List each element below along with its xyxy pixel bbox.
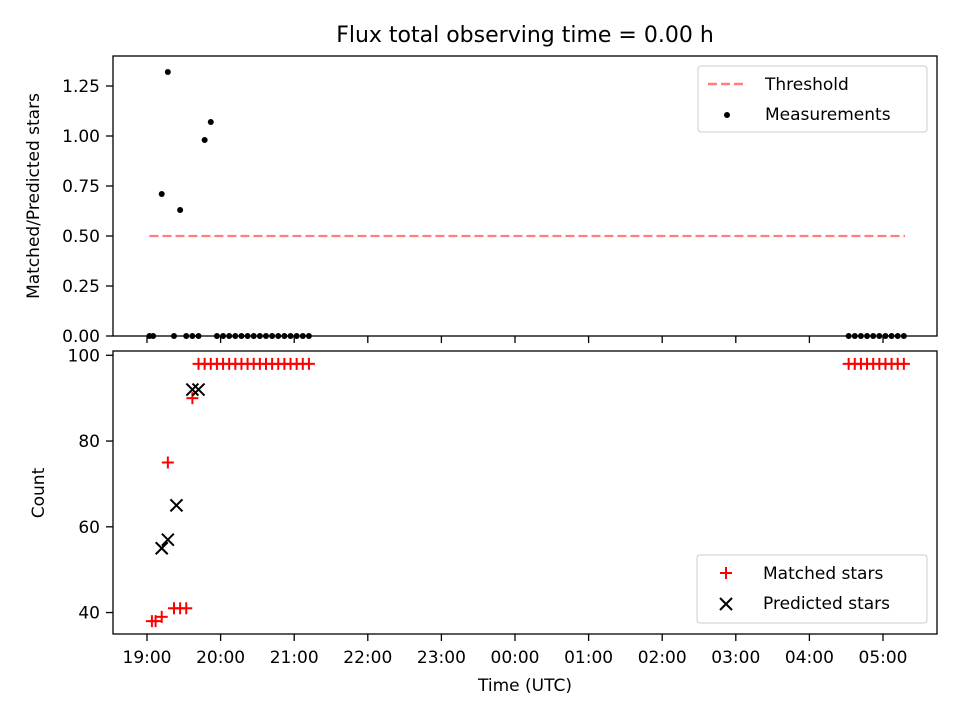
bottom-panel-frame (112, 350, 938, 635)
top-ylabel: Matched/Predicted stars (24, 93, 44, 299)
bottom-xtick-label: 19:00 (123, 648, 172, 668)
predicted-star-point (185, 382, 200, 397)
figure-title: Flux total observing time = 0.00 h (336, 23, 714, 48)
bottom-xtick-label: 04:00 (785, 648, 834, 668)
predicted-legend-swatch (719, 597, 733, 611)
top-ytick-label: 0.50 (62, 227, 100, 247)
measurement-point (158, 191, 165, 197)
matched-star-point (155, 610, 168, 623)
measurement-point (201, 137, 208, 143)
measurements-legend-label: Measurements (765, 105, 891, 125)
matched-star-point (149, 615, 162, 628)
bottom-xtick-label: 00:00 (491, 648, 540, 668)
matched-star-point (897, 357, 910, 370)
matched-star-point (186, 392, 199, 405)
bottom-xtick-label: 02:00 (638, 648, 687, 668)
measurement-point (164, 69, 171, 75)
bottom-legend: Matched stars Predicted stars (696, 554, 928, 624)
matched-star-point (180, 602, 193, 615)
top-legend-box (697, 65, 928, 133)
bottom-ytick-label: 80 (78, 432, 100, 452)
measurement-point (207, 119, 214, 125)
top-panel: 0.00 0.25 0.50 0.75 1.00 1.25 Matched/Predict… (24, 55, 938, 347)
bottom-legend-box (696, 554, 928, 624)
bottom-xtick-label: 05:00 (859, 648, 908, 668)
bottom-ytick-label: 60 (78, 518, 100, 538)
predicted-star-point (191, 382, 206, 397)
measurement-point (177, 207, 184, 213)
predicted-star-point (169, 498, 184, 513)
threshold-legend-label: Threshold (764, 75, 849, 95)
top-ytick-label: 0.00 (62, 327, 100, 347)
predicted-star-point (161, 532, 175, 547)
bottom-ytick-label: 40 (78, 604, 100, 624)
x-axis-label: Time (UTC) (477, 676, 572, 696)
top-ytick-label: 1.00 (62, 127, 100, 147)
predicted-star-point (155, 541, 169, 555)
bottom-panel: 40 60 80 100 19:00 20:00 21:00 22:00 23:00 00:00 0… (29, 346, 938, 696)
matched-legend-label: Matched stars (763, 564, 883, 584)
bottom-xtick-label: 01:00 (564, 648, 613, 668)
matched-star-point (302, 357, 315, 370)
bottom-xtick-label: 03:00 (711, 648, 760, 668)
top-ytick-label: 0.75 (62, 177, 100, 197)
measurements-legend-swatch (724, 112, 730, 118)
top-ytick-label: 0.25 (62, 277, 100, 297)
bottom-xtick-label: 21:00 (270, 648, 319, 668)
matched-legend-swatch (720, 567, 732, 579)
top-legend: Threshold Measurements (697, 65, 928, 133)
top-panel-frame (112, 55, 938, 337)
bottom-xtick-label: 22:00 (343, 648, 392, 668)
bottom-xtick-label: 20:00 (196, 648, 245, 668)
predicted-legend-label: Predicted stars (763, 594, 890, 614)
bottom-ylabel: Count (29, 467, 49, 518)
bottom-ytick-label: 100 (68, 346, 100, 366)
top-ytick-label: 1.25 (62, 77, 100, 97)
matched-star-point (161, 456, 174, 469)
bottom-xtick-label: 23:00 (417, 648, 466, 668)
